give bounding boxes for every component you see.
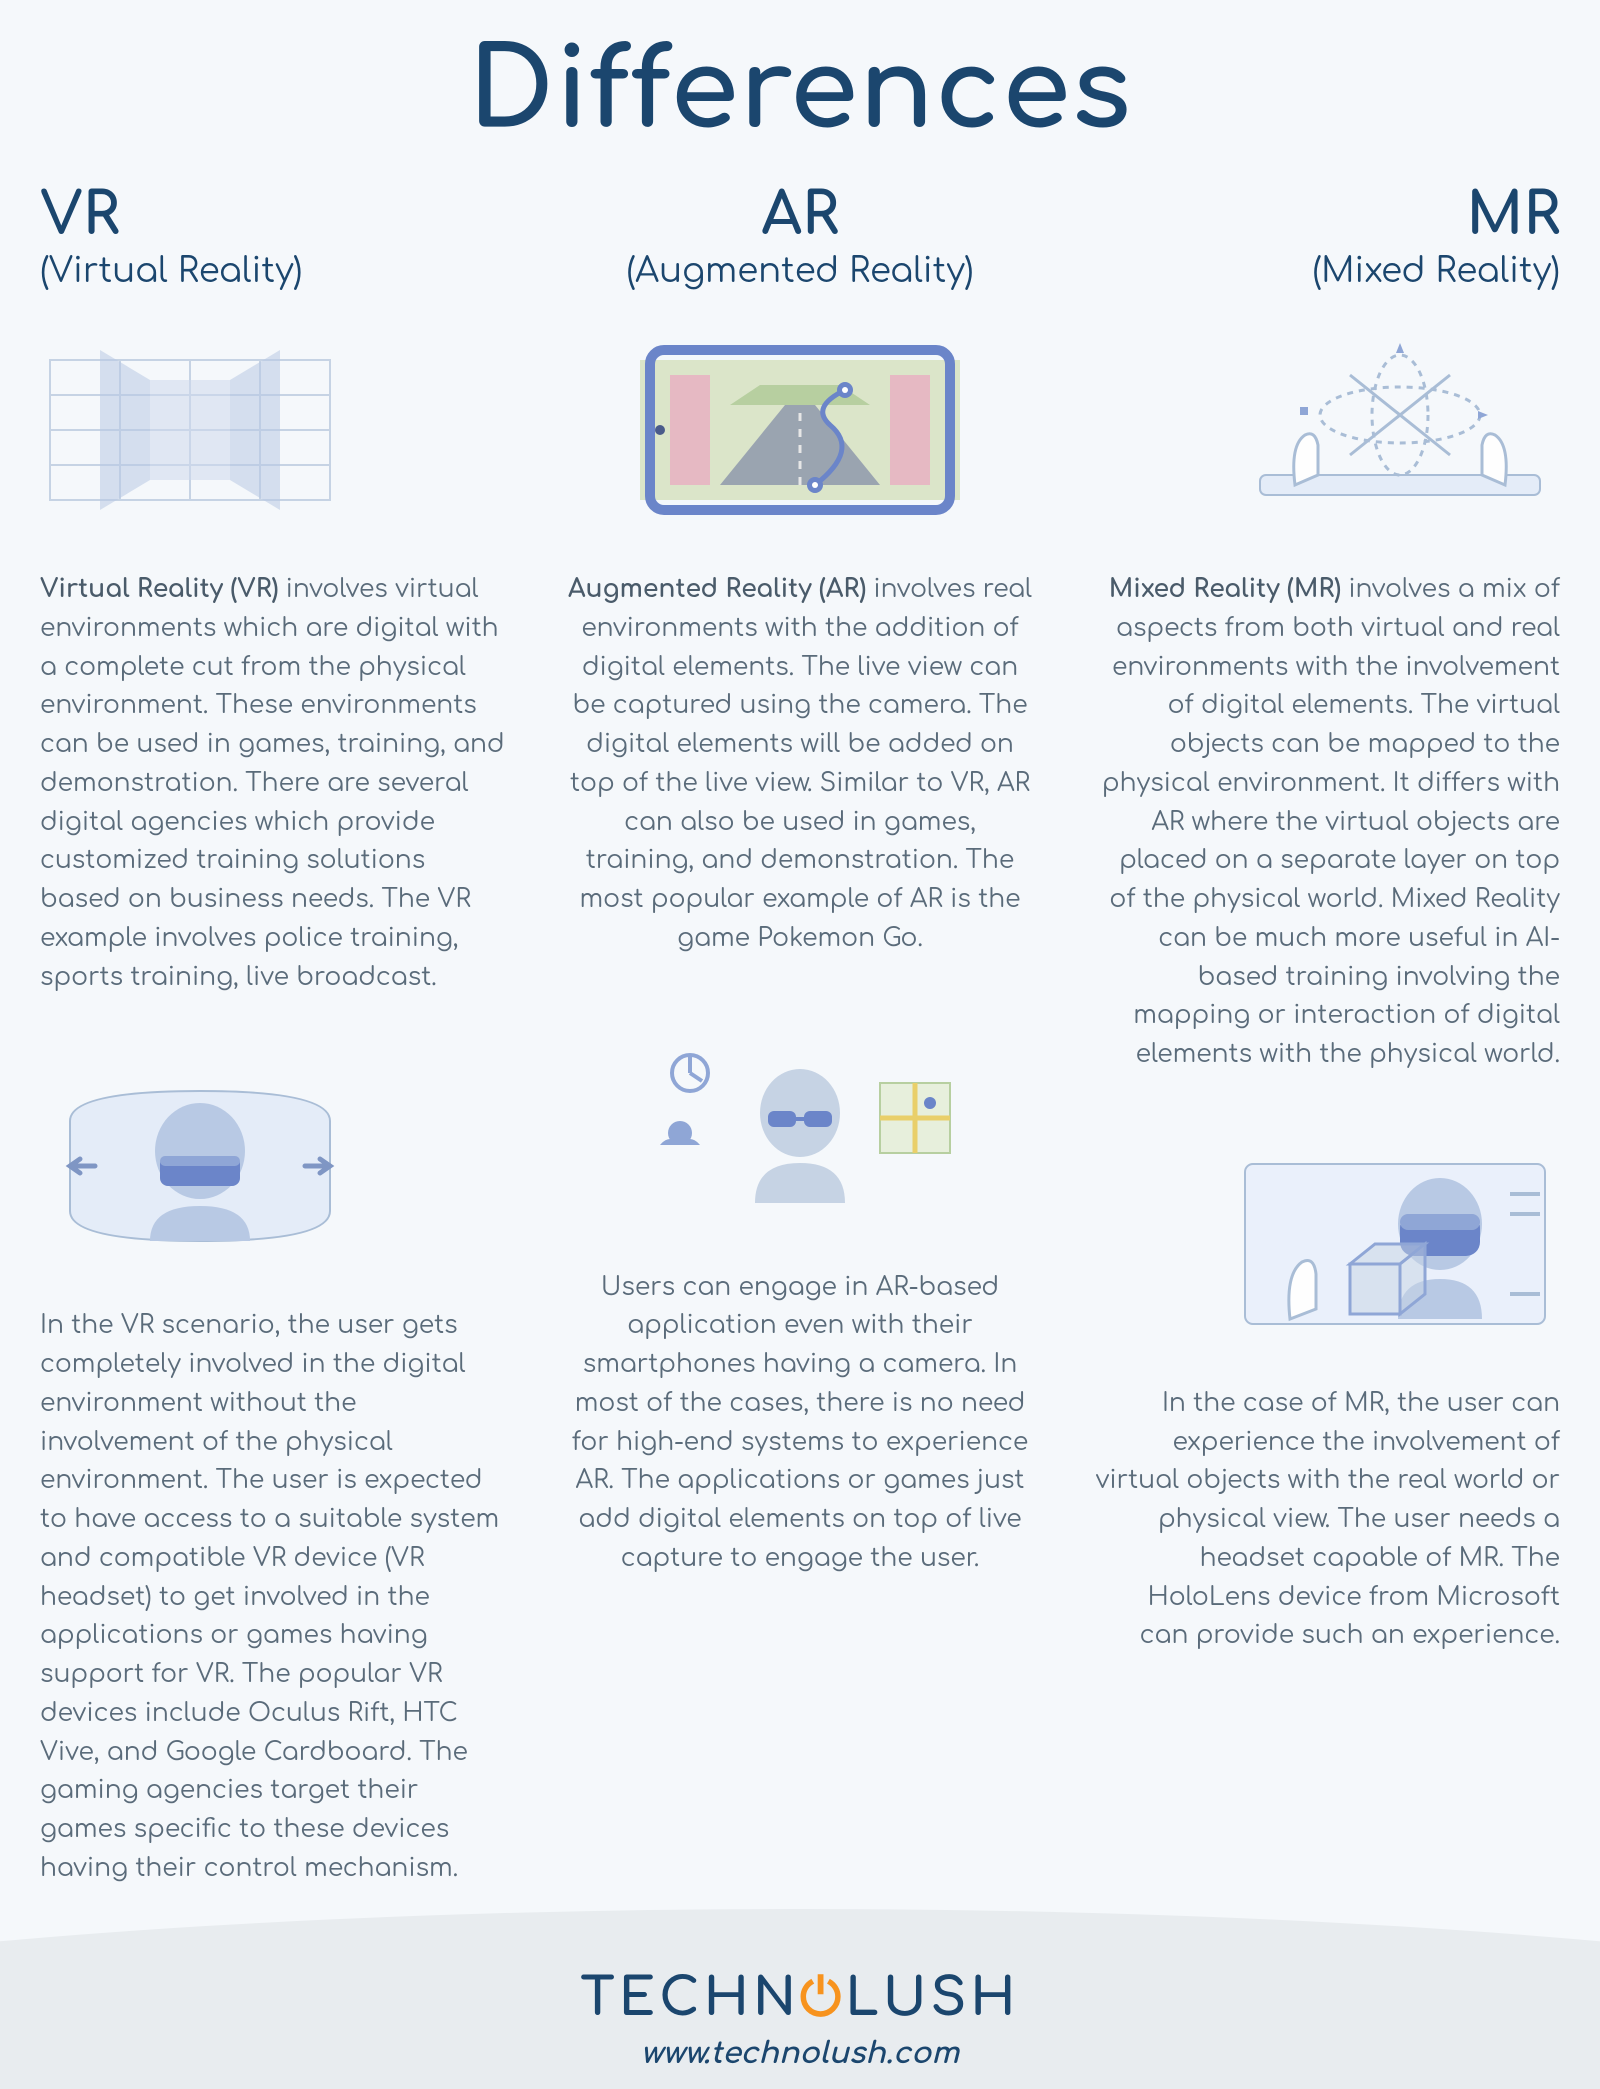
mr-para1-rest: involves a mix of aspects from both virt… [1102,575,1560,1068]
brand-pre: TECHN [580,1970,800,2028]
column-vr: VR (Virtual Reality) Virtual Reality [40,183,507,1888]
brand-post: LUSH [845,1970,1019,2028]
mr-hands-gesture-icon [1240,335,1560,525]
ar-paragraph-2: Users can engage in AR-based application… [567,1268,1034,1578]
mr-full: (Mixed Reality) [1093,252,1560,290]
mr-paragraph-2: In the case of MR, the user can experien… [1093,1384,1560,1655]
ar-abbr: AR [567,183,1034,248]
footer-url: www.technolush.com [0,2038,1600,2071]
vr-room-icon [40,340,340,520]
columns-container: VR (Virtual Reality) Virtual Reality [40,183,1560,1888]
vr-full: (Virtual Reality) [40,252,507,290]
ar-full: (Augmented Reality) [567,252,1034,290]
footer: TECHN⏻LUSH www.technolush.com [0,1909,1600,2089]
ar-bold-1: Augmented Reality (AR) [568,575,866,603]
vr-illustration-2 [40,1066,507,1266]
vr-para1-rest: involves virtual environments which are … [40,575,505,991]
brand-logo: TECHN⏻LUSH [0,1970,1600,2029]
mr-illustration-1 [1093,330,1560,530]
mr-bold-1: Mixed Reality (MR) [1109,575,1341,603]
vr-headset-user-icon [40,1071,360,1261]
ar-illustration-2 [567,1028,1034,1228]
vr-paragraph-1: Virtual Reality (VR) involves virtual en… [40,570,507,996]
column-mr: MR (Mixed Reality) Mixed Reality (MR) [1093,183,1560,1888]
vr-illustration-1 [40,330,507,530]
ar-illustration-1 [567,330,1034,530]
ar-phone-street-icon [640,335,960,525]
mr-paragraph-1: Mixed Reality (MR) involves a mix of asp… [1093,570,1560,1074]
brand-power-icon: ⏻ [800,1970,845,2028]
ar-para1-rest: involves real environments with the addi… [570,575,1032,952]
vr-abbr: VR [40,183,507,248]
infographic-page: Differences VR (Virtual Reality) [0,0,1600,2089]
ar-paragraph-1: Augmented Reality (AR) involves real env… [567,570,1034,958]
page-title: Differences [40,30,1560,153]
vr-paragraph-2: In the VR scenario, the user gets comple… [40,1306,507,1887]
mr-illustration-2 [1093,1144,1560,1344]
column-ar: AR (Augmented Reality) Aug [567,183,1034,1888]
vr-bold-1: Virtual Reality (VR) [40,575,278,603]
mr-abbr: MR [1093,183,1560,248]
ar-glasses-user-icon [630,1033,970,1223]
mr-headset-hologram-icon [1230,1144,1560,1344]
